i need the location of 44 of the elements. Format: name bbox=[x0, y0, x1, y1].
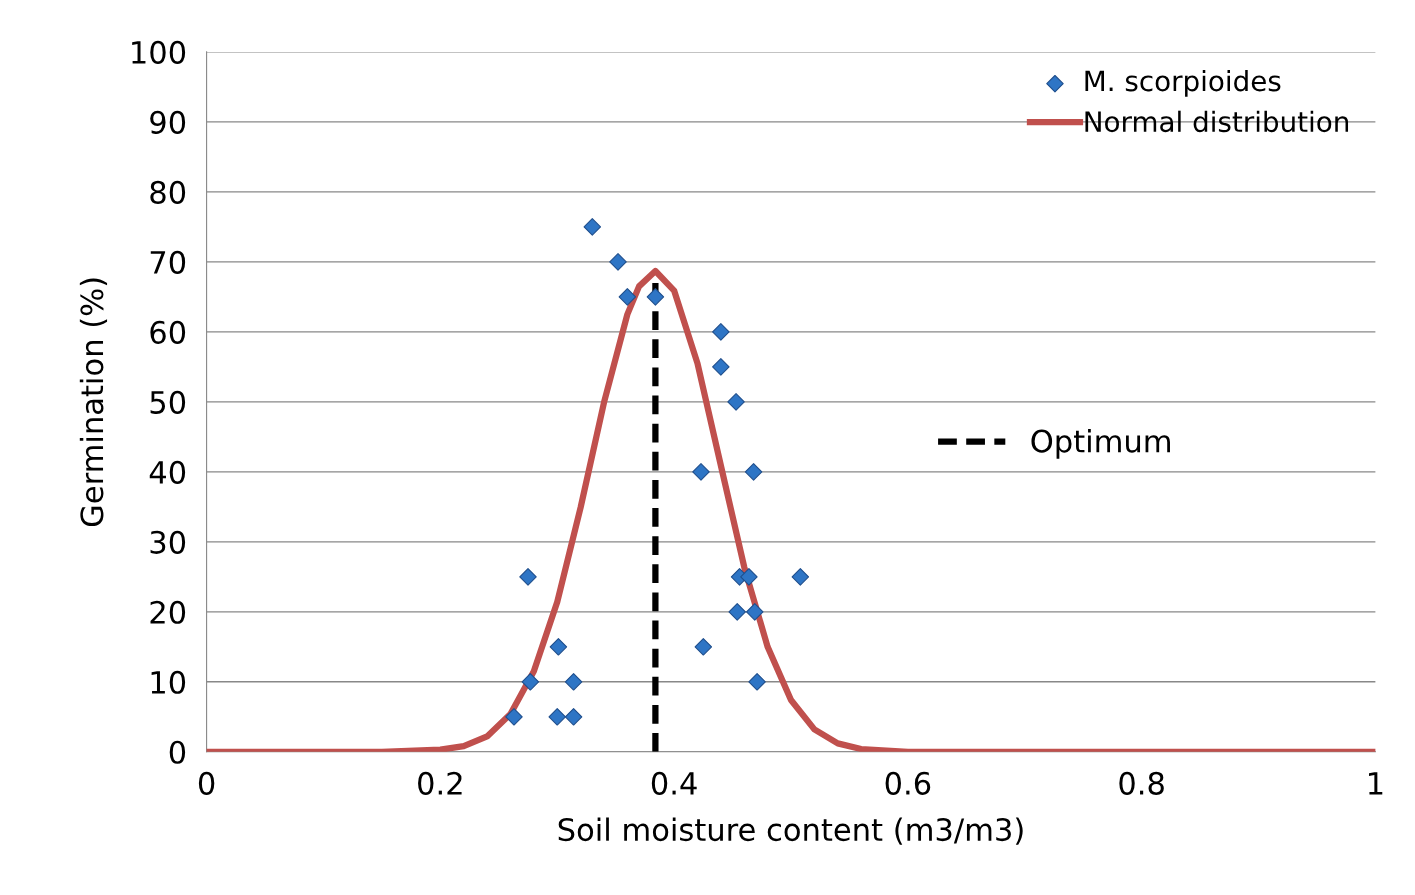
point bbox=[583, 218, 602, 236]
point bbox=[548, 708, 566, 726]
point bbox=[519, 568, 537, 586]
y-tick-label: 80 bbox=[150, 180, 186, 204]
point bbox=[745, 603, 764, 621]
y-tick-label: 100 bbox=[132, 40, 186, 64]
point bbox=[791, 568, 810, 586]
point bbox=[646, 288, 665, 306]
point bbox=[712, 323, 730, 341]
point bbox=[564, 673, 583, 691]
point bbox=[748, 673, 766, 691]
y-tick-label: 40 bbox=[149, 460, 186, 484]
point bbox=[692, 463, 710, 481]
y-tick-label: 60 bbox=[150, 320, 186, 344]
point bbox=[694, 638, 713, 656]
point bbox=[609, 253, 627, 271]
point bbox=[744, 463, 763, 481]
point bbox=[521, 673, 540, 691]
point bbox=[505, 708, 523, 726]
y-tick-label: 30 bbox=[150, 530, 186, 554]
x-axis-title: Soil moisture content (m3/m3) bbox=[558, 817, 1023, 845]
x-tick-label: 0.4 bbox=[651, 771, 697, 795]
x-tick-label: 0 bbox=[198, 771, 215, 795]
legend-label: Normal distribution bbox=[1085, 110, 1349, 133]
x-tick-label: 0.8 bbox=[1119, 771, 1164, 795]
y-tick-label: 50 bbox=[150, 390, 186, 414]
point bbox=[712, 358, 730, 376]
x-tick-label: 0.6 bbox=[885, 771, 931, 795]
point bbox=[618, 288, 637, 306]
point bbox=[564, 708, 583, 726]
point bbox=[727, 393, 745, 411]
y-tick-label: 90 bbox=[150, 110, 186, 134]
x-tick-label: 0.2 bbox=[418, 771, 462, 795]
y-tick-label: 70 bbox=[150, 250, 186, 274]
point bbox=[728, 603, 746, 621]
point bbox=[740, 568, 758, 586]
legend-label: Optimum bbox=[1031, 429, 1170, 459]
y-tick-label: 20 bbox=[150, 600, 186, 624]
x-tick-label: 1 bbox=[1369, 772, 1383, 795]
y-axis-title: Germination (%) bbox=[79, 278, 108, 527]
y-tick-label: 0 bbox=[169, 740, 186, 764]
y-tick-label: 10 bbox=[151, 670, 186, 694]
legend-label: M. scorpioides bbox=[1085, 69, 1281, 97]
point bbox=[549, 638, 568, 656]
